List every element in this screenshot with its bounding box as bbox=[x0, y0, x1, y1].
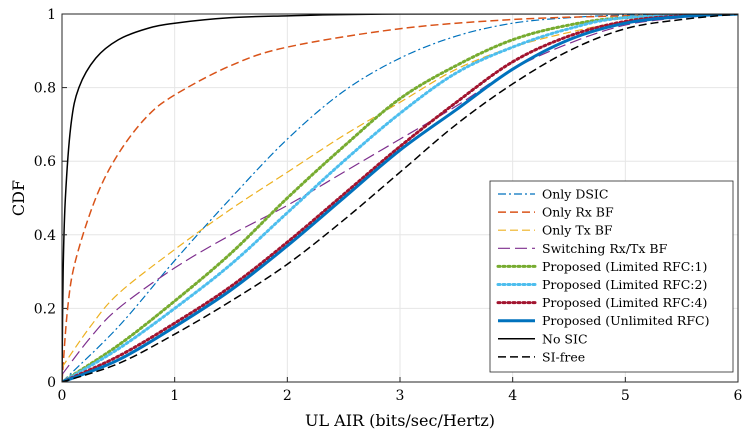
legend-label: Switching Rx/Tx BF bbox=[542, 241, 668, 256]
y-tick-label: 0.4 bbox=[34, 228, 56, 244]
series-line-9 bbox=[62, 14, 738, 382]
legend-label: SI-free bbox=[542, 349, 585, 364]
legend-label: Proposed (Unlimited RFC) bbox=[542, 313, 709, 328]
y-tick-label: 0 bbox=[47, 375, 56, 391]
x-tick-label: 3 bbox=[396, 388, 405, 404]
series-line-5 bbox=[62, 14, 738, 382]
y-axis-label: CDF bbox=[9, 180, 28, 216]
y-tick-label: 1 bbox=[47, 7, 56, 23]
axis-ticks: 0 1 2 3 4 5 6 0 0.2 0.4 0.6 0.8 1 bbox=[34, 7, 743, 404]
y-tick-label: 0.8 bbox=[34, 81, 56, 97]
series-line-1 bbox=[62, 14, 738, 382]
series-group bbox=[62, 14, 738, 382]
y-tick-label: 0.2 bbox=[34, 301, 56, 317]
series-line-7 bbox=[62, 14, 738, 382]
series-line-6 bbox=[62, 14, 738, 382]
x-tick-label: 5 bbox=[621, 388, 630, 404]
y-tick-label: 0.6 bbox=[34, 154, 56, 170]
x-axis-label: UL AIR (bits/sec/Hertz) bbox=[305, 411, 495, 430]
x-tick-label: 1 bbox=[170, 388, 179, 404]
series-line-4 bbox=[62, 14, 738, 382]
legend: Only DSIC Only Rx BF Only Tx BF Switching R… bbox=[489, 180, 734, 373]
legend-label: No SIC bbox=[542, 331, 588, 346]
series-line-3 bbox=[62, 14, 738, 376]
legend-box bbox=[489, 180, 734, 373]
legend-label: Proposed (Limited RFC:1) bbox=[542, 259, 707, 274]
x-tick-label: 2 bbox=[283, 388, 292, 404]
legend-label: Proposed (Limited RFC:4) bbox=[542, 295, 707, 310]
legend-label: Proposed (Limited RFC:2) bbox=[542, 277, 707, 292]
x-tick-label: 6 bbox=[734, 388, 743, 404]
x-tick-label: 4 bbox=[508, 388, 517, 404]
x-tick-label: 0 bbox=[58, 388, 67, 404]
legend-label: Only Tx BF bbox=[542, 223, 613, 238]
legend-label: Only Rx BF bbox=[542, 205, 614, 220]
legend-label: Only DSIC bbox=[542, 187, 608, 202]
